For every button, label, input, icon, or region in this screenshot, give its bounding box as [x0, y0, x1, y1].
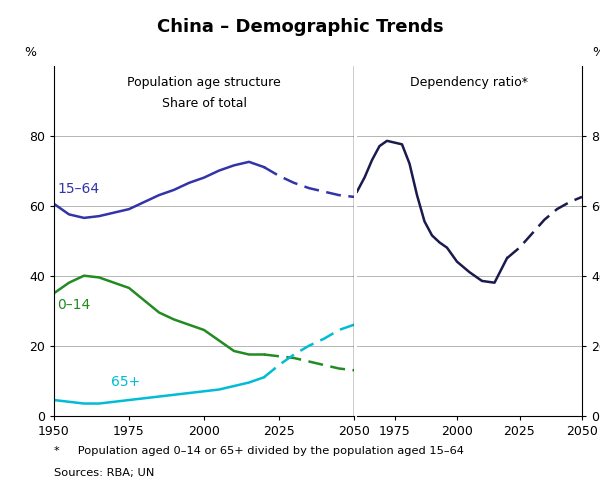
Text: China – Demographic Trends: China – Demographic Trends — [157, 18, 443, 36]
Text: Dependency ratio*: Dependency ratio* — [410, 76, 529, 89]
Text: *     Population aged 0–14 or 65+ divided by the population aged 15–64: * Population aged 0–14 or 65+ divided by… — [54, 446, 464, 456]
Text: %: % — [593, 45, 600, 58]
Text: %: % — [24, 45, 36, 58]
Text: 65+: 65+ — [111, 375, 140, 389]
Text: Population age structure: Population age structure — [127, 76, 281, 89]
Text: 0–14: 0–14 — [57, 298, 90, 312]
Text: Share of total: Share of total — [161, 97, 247, 110]
Text: Sources: RBA; UN: Sources: RBA; UN — [54, 468, 154, 478]
Text: 15–64: 15–64 — [57, 182, 99, 197]
